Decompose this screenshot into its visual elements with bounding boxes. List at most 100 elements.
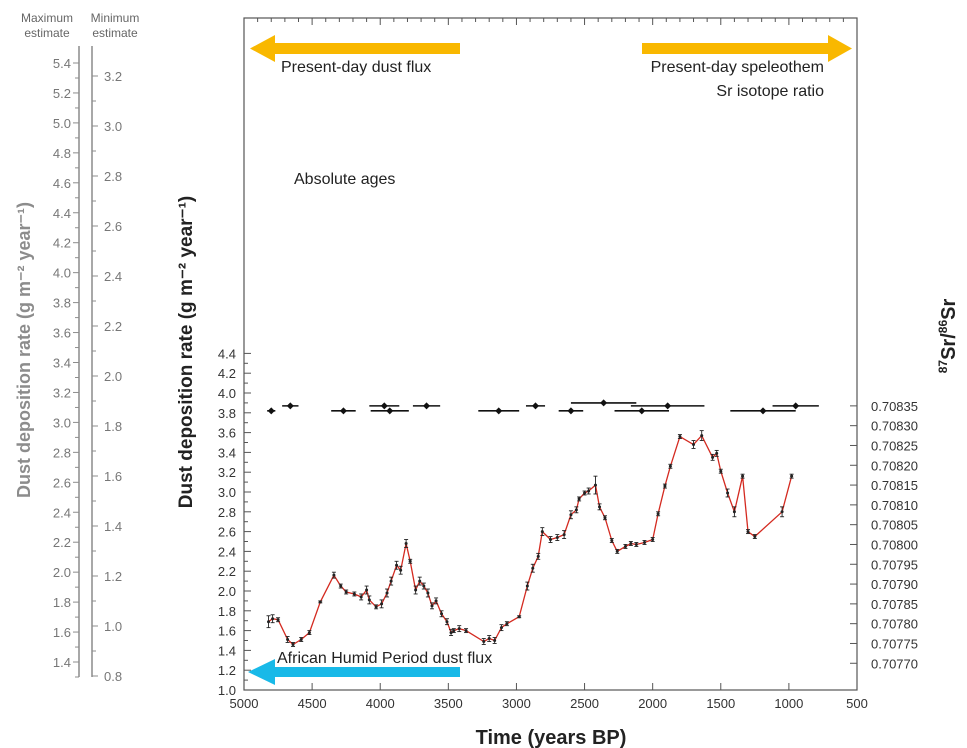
present-dust-arrow	[250, 35, 460, 62]
maximum-tick-label: 4.4	[53, 206, 71, 221]
data-point	[339, 584, 343, 588]
right-tick-label: 0.70790	[871, 577, 918, 592]
maximum-tick-label: 2.8	[53, 445, 71, 460]
age-marker	[286, 402, 294, 410]
maximum-tick-label: 2.6	[53, 475, 71, 490]
right-tick-label: 0.70815	[871, 478, 918, 493]
data-point	[732, 510, 736, 514]
maximum-tick-label: 3.4	[53, 356, 71, 371]
data-point	[374, 605, 378, 609]
data-point	[286, 638, 290, 642]
data-point	[610, 539, 614, 543]
humid-period-label: African Humid Period dust flux	[277, 650, 492, 667]
data-point	[332, 573, 336, 577]
x-tick-label: 4500	[298, 696, 327, 711]
data-point	[404, 541, 408, 545]
data-point	[365, 588, 369, 592]
series-line	[268, 434, 793, 646]
maximum-estimate-label: Maximum	[21, 11, 73, 25]
x-tick-label: 5000	[230, 696, 259, 711]
maximum-tick-label: 3.6	[53, 326, 71, 341]
age-marker	[339, 407, 347, 415]
data-point	[318, 600, 322, 604]
data-point	[726, 491, 730, 495]
data-point	[408, 559, 412, 563]
maximum-tick-label: 4.0	[53, 266, 71, 281]
data-point	[700, 434, 704, 438]
present-sr-label-1: Present-day speleothem	[651, 59, 824, 76]
age-marker	[532, 402, 540, 410]
data-point	[753, 535, 757, 539]
data-point	[344, 590, 348, 594]
right-tick-label: 0.70800	[871, 537, 918, 552]
data-point	[692, 442, 696, 446]
data-point	[746, 530, 750, 534]
data-point	[603, 516, 607, 520]
right-tick-label: 0.70785	[871, 597, 918, 612]
y-tick-label: 1.6	[218, 624, 236, 639]
data-point	[531, 566, 535, 570]
data-point	[574, 508, 578, 512]
data-point	[615, 549, 619, 553]
y-axis-ticks: 1.0 1.2 1.4 1.6 1.8 2.0 2.2 2.4 2.6 2.8 3.0 3.2 3.4 3…	[218, 346, 251, 698]
data-point	[651, 538, 655, 542]
data-point	[367, 598, 371, 602]
data-point	[536, 554, 540, 558]
data-point	[440, 612, 444, 616]
y-tick-label: 4.2	[218, 366, 236, 381]
data-point	[583, 491, 587, 495]
data-point	[457, 627, 461, 631]
age-marker	[386, 407, 394, 415]
maximum-tick-label: 1.8	[53, 595, 71, 610]
minimum-tick-label: 2.4	[104, 269, 122, 284]
right-axis-ticks: 0.70770 0.70775 0.70780 0.70785 0.70790 0.707…	[850, 399, 918, 671]
minimum-tick-label: 1.0	[104, 619, 122, 634]
right-tick-label: 0.70830	[871, 419, 918, 434]
absolute-ages-markers	[267, 399, 819, 415]
maximum-tick-label: 5.0	[53, 116, 71, 131]
y-tick-label: 1.8	[218, 604, 236, 619]
y-tick-label: 2.4	[218, 544, 236, 559]
right-tick-label: 0.70780	[871, 617, 918, 632]
data-point	[414, 588, 418, 592]
y-tick-label: 4.0	[218, 386, 236, 401]
x-tick-label: 500	[846, 696, 868, 711]
minimum-tick-label: 2.8	[104, 169, 122, 184]
data-point	[634, 542, 638, 546]
age-marker	[600, 399, 608, 407]
y-tick-label: 1.2	[218, 663, 236, 678]
data-point	[517, 615, 521, 619]
x-axis-title: Time (years BP)	[476, 727, 627, 748]
maximum-tick-label: 4.8	[53, 146, 71, 161]
data-point	[780, 510, 784, 514]
data-point	[445, 620, 449, 624]
data-point	[389, 579, 393, 583]
data-point	[487, 637, 491, 641]
data-point	[434, 599, 438, 603]
minimum-tick-label: 3.0	[104, 119, 122, 134]
minimum-tick-label: 3.2	[104, 69, 122, 84]
data-point	[422, 584, 426, 588]
data-point	[629, 541, 633, 545]
plot-frame	[243, 17, 858, 691]
data-point	[741, 474, 745, 478]
data-point	[668, 464, 672, 468]
data-point	[623, 544, 627, 548]
age-marker	[495, 407, 503, 415]
data-point	[549, 538, 552, 542]
y-tick-label: 1.0	[218, 683, 236, 698]
data-point	[790, 474, 794, 478]
data-point	[359, 595, 363, 599]
y-axis-title: Dust deposition rate (g m⁻² year⁻¹)	[176, 196, 197, 508]
minimum-estimate-label-2: estimate	[92, 26, 138, 40]
y-tick-label: 4.4	[218, 346, 236, 361]
left-scale-title: Dust deposition rate (g m⁻² year⁻¹)	[14, 202, 34, 498]
data-point	[430, 604, 434, 608]
present-dust-label: Present-day dust flux	[281, 59, 431, 76]
right-tick-label: 0.70770	[871, 656, 918, 671]
minimum-tick-label: 2.2	[104, 319, 122, 334]
data-point	[562, 533, 566, 537]
y-tick-label: 2.0	[218, 584, 236, 599]
data-point	[598, 505, 602, 509]
y-tick-label: 2.6	[218, 525, 236, 540]
